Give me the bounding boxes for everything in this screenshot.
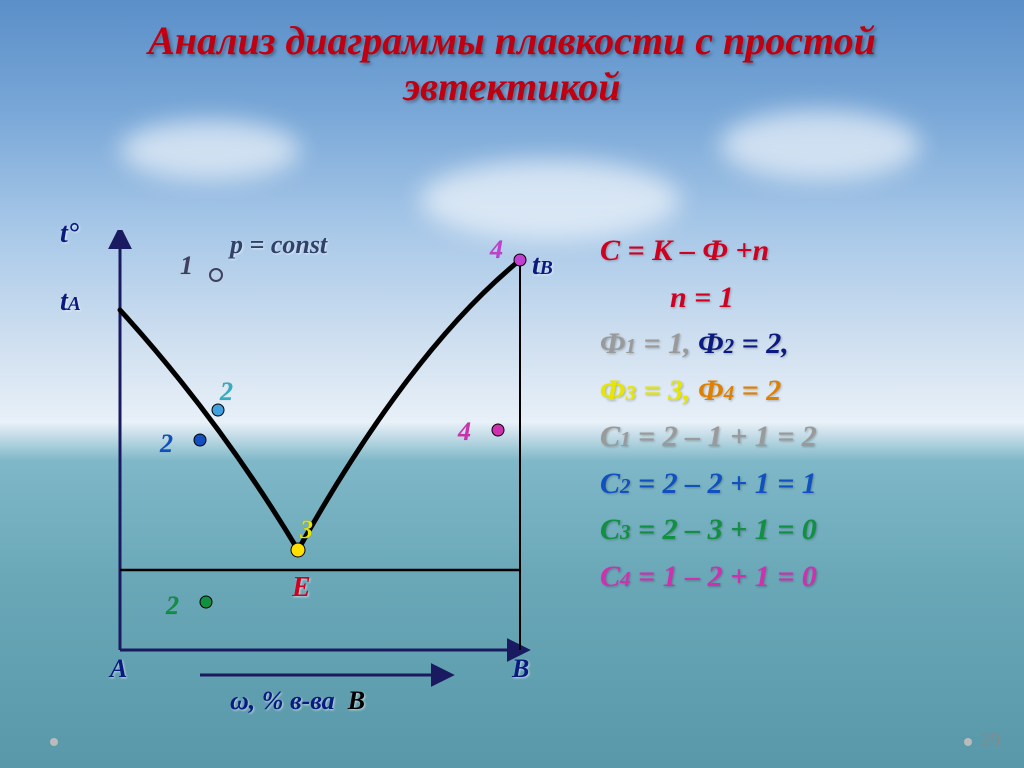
equation-row: С2 = 2 – 2 + 1 = 1 (600, 461, 817, 508)
svg-text:4: 4 (489, 235, 503, 264)
equation-row: n = 1 (600, 275, 817, 322)
equation-row: С3 = 2 – 3 + 1 = 0 (600, 507, 817, 554)
svg-text:3: 3 (299, 515, 313, 544)
equation-row: Ф1 = 1, Ф2 = 2, (600, 321, 817, 368)
svg-text:2: 2 (159, 429, 173, 458)
svg-text:4: 4 (457, 417, 471, 446)
y-axis-label: t° (60, 218, 79, 250)
svg-text:1: 1 (180, 251, 193, 280)
p-const-label: p = const (230, 230, 327, 260)
slide-number: 29 (980, 729, 1000, 752)
equations-block: С = К – Ф +nn = 1Ф1 = 1, Ф2 = 2,Ф3 = 3, … (600, 228, 817, 600)
title-line1: Анализ диаграммы плавкости с простой (148, 18, 876, 63)
phase-diagram: 1222344 t° tA tB p = const E A B ω, % в-… (80, 230, 540, 690)
slide-title: Анализ диаграммы плавкости с простой эвт… (0, 18, 1024, 110)
tA-label: tA (60, 286, 81, 318)
bullet-icon (50, 738, 58, 746)
tB-label: tB (532, 250, 553, 282)
E-label: E (292, 572, 311, 604)
bullet-icon (964, 738, 972, 746)
title-line2: эвтектикой (404, 64, 621, 109)
equation-row: С = К – Ф +n (600, 228, 817, 275)
equation-row: С4 = 1 – 2 + 1 = 0 (600, 554, 817, 601)
equation-row: Ф3 = 3, Ф4 = 2 (600, 368, 817, 415)
diagram-svg: 1 2 2 2 3 4 4 (80, 230, 540, 710)
x-axis-label: ω, % в-ва В (230, 686, 365, 716)
svg-text:2: 2 (165, 591, 179, 620)
A-label: A (110, 654, 127, 684)
equation-row: С1 = 2 – 1 + 1 = 2 (600, 414, 817, 461)
svg-text:2: 2 (219, 377, 233, 406)
B-label: B (512, 654, 529, 684)
